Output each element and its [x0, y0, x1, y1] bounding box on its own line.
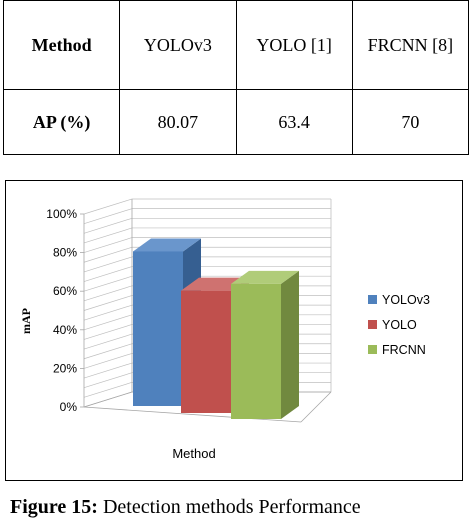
- side-grid-line: [83, 256, 133, 273]
- side-grid-line: [83, 295, 133, 311]
- floor-right-edge: [300, 391, 332, 423]
- bar-side: [281, 270, 299, 419]
- y-tick-label: 40%: [53, 323, 77, 337]
- y-tick-label: 100%: [46, 207, 77, 221]
- y-tick-label: 20%: [53, 361, 77, 375]
- x-axis-label: Method: [172, 446, 215, 461]
- figure-caption: Figure 15: Detection methods Performance: [10, 496, 361, 519]
- bar-top: [133, 238, 201, 252]
- side-grid-line: [83, 208, 133, 224]
- side-grid-line: [83, 382, 133, 398]
- map-bar-chart: 0%20%40%60%80%100% mAP Method YOLOv3YOLO…: [19, 198, 430, 461]
- table-header-yolo: YOLO [1]: [235, 0, 353, 90]
- floor-left-edge: [83, 391, 133, 408]
- side-grid-line: [83, 266, 133, 282]
- side-grid-line: [83, 362, 133, 379]
- table-cell-ap-label: AP (%): [2, 89, 121, 155]
- side-grid-line: [83, 343, 133, 360]
- table-row: AP (%) 80.07 63.4 70: [2, 89, 470, 155]
- bar-front: [181, 290, 231, 413]
- legend: YOLOv3 YOLO FRCNN: [368, 293, 430, 357]
- legend-label: YOLOv3: [382, 293, 430, 307]
- side-grid-line: [83, 227, 133, 244]
- legend-label: YOLO: [382, 318, 417, 332]
- side-grid-line: [83, 314, 133, 331]
- table-cell-yolov3: 80.07: [119, 89, 237, 155]
- results-table: Method YOLOv3 YOLO [1] FRCNN [8] AP (%) …: [2, 0, 470, 155]
- table-header-row: Method YOLOv3 YOLO [1] FRCNN [8]: [2, 0, 470, 90]
- side-grid-line: [83, 353, 133, 369]
- side-grid-line: [83, 304, 133, 321]
- floor-front-edge: [83, 406, 302, 423]
- legend-swatch: [368, 320, 377, 329]
- bar-front: [231, 283, 281, 419]
- side-grid-line: [83, 333, 133, 350]
- side-grid-line: [83, 285, 133, 302]
- caption-label: Figure 15:: [10, 496, 98, 518]
- legend-swatch: [368, 295, 377, 304]
- legend-swatch: [368, 345, 377, 354]
- bar-frcnn: [231, 270, 299, 419]
- side-grid-line: [83, 324, 133, 340]
- y-tick-label: 0%: [60, 400, 78, 414]
- table-cell-frcnn: 70: [351, 89, 470, 155]
- side-grid-line: [83, 246, 133, 263]
- bar-top: [231, 270, 299, 284]
- side-grid-line: [83, 372, 133, 389]
- table-header-yolov3: YOLOv3: [119, 0, 237, 90]
- table-cell-yolo: 63.4: [235, 89, 353, 155]
- y-tick-label: 80%: [53, 246, 77, 260]
- bar-front: [133, 251, 183, 406]
- y-tick-label: 60%: [53, 284, 77, 298]
- table-header-frcnn: FRCNN [8]: [351, 0, 470, 90]
- y-tick-labels: 0% 20% 40% 60% 80% 100%: [46, 207, 77, 414]
- y-axis-label: mAP: [19, 308, 33, 334]
- side-grid-line: [83, 217, 133, 234]
- table-header-method: Method: [2, 0, 121, 90]
- legend-label: FRCNN: [382, 343, 426, 357]
- bars: [133, 238, 299, 419]
- chart-frame: 0% 20% 40% 60% 80% 100% mAP Method YOLOv3 YOLO…: [5, 180, 463, 481]
- side-grid-line: [83, 275, 133, 292]
- caption-text: Detection methods Performance: [97, 496, 361, 518]
- side-grid-line: [83, 237, 133, 253]
- side-grid-line: [83, 198, 133, 215]
